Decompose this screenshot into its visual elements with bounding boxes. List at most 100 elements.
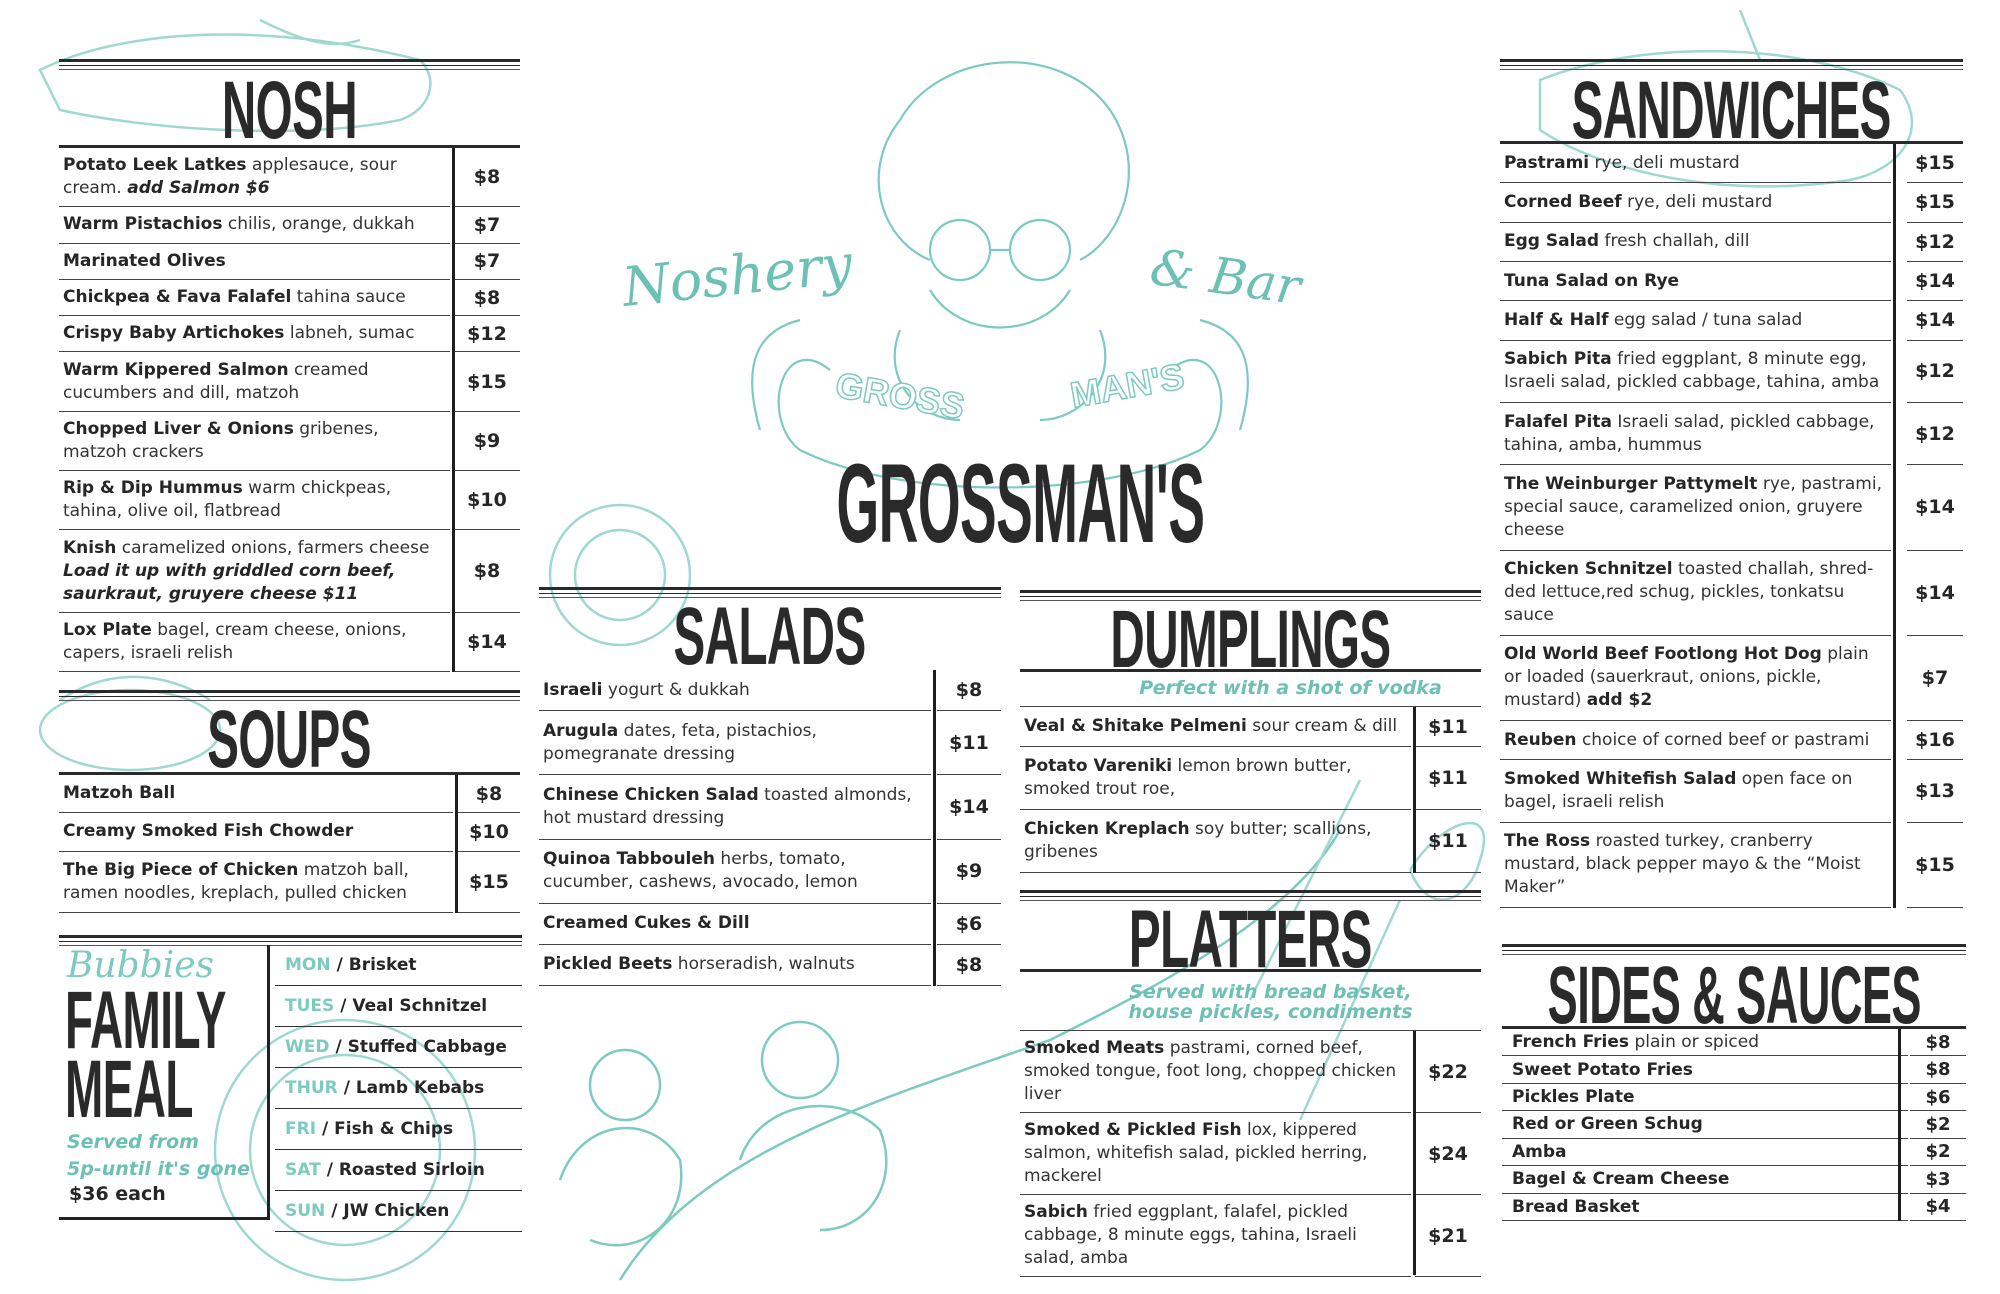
menu-item-price: $12 <box>1907 341 1963 403</box>
menu-item-price: $7 <box>454 244 520 280</box>
menu-item: Knish caramelized onions, farmers cheese… <box>59 530 520 613</box>
menu-item-description: toasted challah, shred-ded lettuce,red s… <box>1504 559 1874 626</box>
family-meal-day: SAT / Roasted Sirloin <box>275 1150 522 1191</box>
menu-item-text: Potato Vareniki lemon brown butter, smok… <box>1020 747 1411 810</box>
menu-item-text: Chicken Schnitzel toasted challah, shred… <box>1500 551 1891 636</box>
menu-item-description: plain or loaded (sauerkraut, onions, pic… <box>1504 644 1869 711</box>
menu-item-price: $12 <box>1907 403 1963 466</box>
menu-item-name: Matzoh Ball <box>63 783 176 804</box>
menu-item-text: Tuna Salad on Rye <box>1500 262 1891 302</box>
menu-item-text: Half & Half egg salad / tuna salad <box>1500 301 1891 341</box>
menu-item-name: Rip & Dip Hummus <box>63 478 243 499</box>
menu-item-name: Reuben <box>1504 729 1577 750</box>
menu-item-price: $8 <box>458 775 520 814</box>
menu-item-description-block: Warm Pistachios chilis, orange, dukkah <box>63 213 446 236</box>
menu-item-name: The Weinburger Pattymelt <box>1504 473 1758 494</box>
menu-item-description-block: French Fries plain or spiced <box>1512 1030 1898 1054</box>
menu-item-price: $11 <box>1415 707 1481 747</box>
menu-item-price: $8 <box>937 945 1001 987</box>
family-meal-day: FRI / Fish & Chips <box>275 1109 522 1150</box>
menu-item-description-block: Bread Basket <box>1512 1195 1898 1219</box>
menu-item-description-block: Egg Salad fresh challah, dill <box>1504 230 1887 253</box>
menu-item: Creamed Cukes & Dill $6 <box>539 904 1001 945</box>
menu-item-description-block: Pastrami rye, deli mustard <box>1504 152 1887 175</box>
menu-item-description-block: The Weinburger Pattymelt rye, pastrami, … <box>1504 473 1887 542</box>
menu-item-text: Crispy Baby Artichokes labneh, sumac <box>59 316 450 353</box>
menu-item-text: Knish caramelized onions, farmers cheese… <box>59 530 450 613</box>
menu-item-price: $15 <box>1907 144 1963 184</box>
family-meal-day: SUN / JW Chicken <box>275 1191 522 1232</box>
platters-title: PLATTERS <box>1129 894 1372 985</box>
day-dish: / Roasted Sirloin <box>326 1160 485 1180</box>
menu-item-name: Creamy Smoked Fish Chowder <box>63 821 354 842</box>
menu-item: Chicken Schnitzel toasted challah, shred… <box>1500 551 1963 636</box>
menu-item-name: Bagel & Cream Cheese <box>1512 1169 1730 1190</box>
menu-item-description-block: Quinoa Tabbouleh herbs, tomato, cucumber… <box>543 848 927 894</box>
platters-subtitle-line-2: house pickles, condiments <box>1128 1001 1413 1023</box>
menu-item: Creamy Smoked Fish Chowder $10 <box>59 813 520 852</box>
menu-item-name: Crispy Baby Artichokes <box>63 323 285 344</box>
menu-item-price: $11 <box>1415 810 1481 873</box>
family-meal-day: MON / Brisket <box>275 945 522 986</box>
menu-item-text: Quinoa Tabbouleh herbs, tomato, cucumber… <box>539 840 931 904</box>
menu-item-text: Israeli yogurt & dukkah <box>539 670 931 712</box>
menu-item-description-block: Veal & Shitake Pelmeni sour cream & dill <box>1024 715 1407 738</box>
menu-item-text: Smoked Meats pastrami, corned beef, smok… <box>1020 1031 1411 1113</box>
menu-item: Tuna Salad on Rye $14 <box>1500 262 1963 302</box>
menu-item-price: $11 <box>937 711 1001 776</box>
menu-item-description-block: Old World Beef Footlong Hot Dog plain or… <box>1504 643 1887 712</box>
menu-item-description: dates, feta, pistachios, pomegranate dre… <box>543 720 817 764</box>
menu-item: French Fries plain or spiced $8 <box>1502 1029 1966 1057</box>
menu-item-text: Chopped Liver & Onions gribenes, matzoh … <box>59 412 450 472</box>
menu-item-price: $8 <box>1910 1029 1966 1057</box>
menu-item-name: Red or Green Schug <box>1512 1114 1703 1135</box>
menu-item-description-block: Smoked Whitefish Salad open face on bage… <box>1504 768 1887 814</box>
menu-item-name: The Ross <box>1504 831 1591 852</box>
menu-item-price: $9 <box>937 840 1001 904</box>
menu-item-price: $14 <box>1907 301 1963 341</box>
menu-item: Sabich fried eggplant, falafel, pickled … <box>1020 1195 1481 1277</box>
menu-item-text: Matzoh Ball <box>59 775 453 814</box>
dumplings-subtitle: Perfect with a shot of vodka <box>1139 677 1442 699</box>
menu-item-description: pastrami, corned beef, smoked tongue, fo… <box>1024 1038 1397 1104</box>
menu-item-price: $8 <box>937 670 1001 712</box>
menu-item-description-block: Potato Vareniki lemon brown butter, smok… <box>1024 755 1407 801</box>
day-dish: / Lamb Kebabs <box>343 1078 485 1098</box>
price-column-divider <box>1413 707 1416 873</box>
menu-item-text: Chickpea & Fava Falafel tahina sauce <box>59 280 450 317</box>
menu-item-price: $14 <box>937 775 1001 840</box>
day-name: SUN <box>285 1201 326 1221</box>
menu-item-name: Potato Vareniki <box>1024 756 1173 776</box>
menu-item: Half & Half egg salad / tuna salad $14 <box>1500 301 1963 341</box>
menu-item-description: tahina sauce <box>296 287 406 308</box>
menu-item: Pickles Plate $6 <box>1502 1084 1966 1112</box>
menu-item: Warm Kippered Salmon creamed cucumbers a… <box>59 352 520 412</box>
brand-logo: GROSSMAN'S <box>836 441 1204 566</box>
family-meal-day: WED / Stuffed Cabbage <box>275 1027 522 1068</box>
menu-item-name: Old World Beef Footlong Hot Dog <box>1504 644 1822 665</box>
day-name: TUES <box>285 996 335 1016</box>
menu-item-description: gribenes, matzoh crackers <box>63 418 379 462</box>
salads-table: Israeli yogurt & dukkah $8 Arugula dates, … <box>539 670 1001 987</box>
menu-item-price: $8 <box>454 148 520 208</box>
menu-item: Smoked Whitefish Salad open face on bage… <box>1500 760 1963 823</box>
family-meal-box: Bubbies FAMILY MEAL Served from 5p-until … <box>59 945 270 1220</box>
sandwiches-table: Pastrami rye, deli mustard $15 Corned Beef… <box>1500 144 1963 909</box>
menu-item-description: rye, deli mustard <box>1627 191 1773 212</box>
menu-item-name: Veal & Shitake Pelmeni <box>1024 716 1247 736</box>
menu-item-description: choice of corned beef or pastrami <box>1581 729 1870 750</box>
menu-item-text: Old World Beef Footlong Hot Dog plain or… <box>1500 636 1891 722</box>
menu-item-price: $10 <box>454 471 520 531</box>
menu-item: Arugula dates, feta, pistachios, pomegra… <box>539 711 1001 776</box>
family-meal-day: TUES / Veal Schnitzel <box>275 986 522 1027</box>
day-dish: / Brisket <box>336 955 417 975</box>
menu-item: Egg Salad fresh challah, dill $12 <box>1500 223 1963 262</box>
menu-item: Pickled Beets horseradish, walnuts $8 <box>539 945 1001 987</box>
menu-item: Warm Pistachios chilis, orange, dukkah $7 <box>59 207 520 244</box>
menu-item-text: Falafel Pita Israeli salad, pickled cabb… <box>1500 403 1891 466</box>
menu-item-price: $6 <box>937 904 1001 945</box>
menu-item-text: Bagel & Cream Cheese <box>1502 1166 1908 1194</box>
menu-item-name: Creamed Cukes & Dill <box>543 913 750 934</box>
menu-item-note: add Salmon $6 <box>127 178 270 199</box>
menu-item-description-block: The Big Piece of Chicken matzoh ball, ra… <box>63 859 449 905</box>
